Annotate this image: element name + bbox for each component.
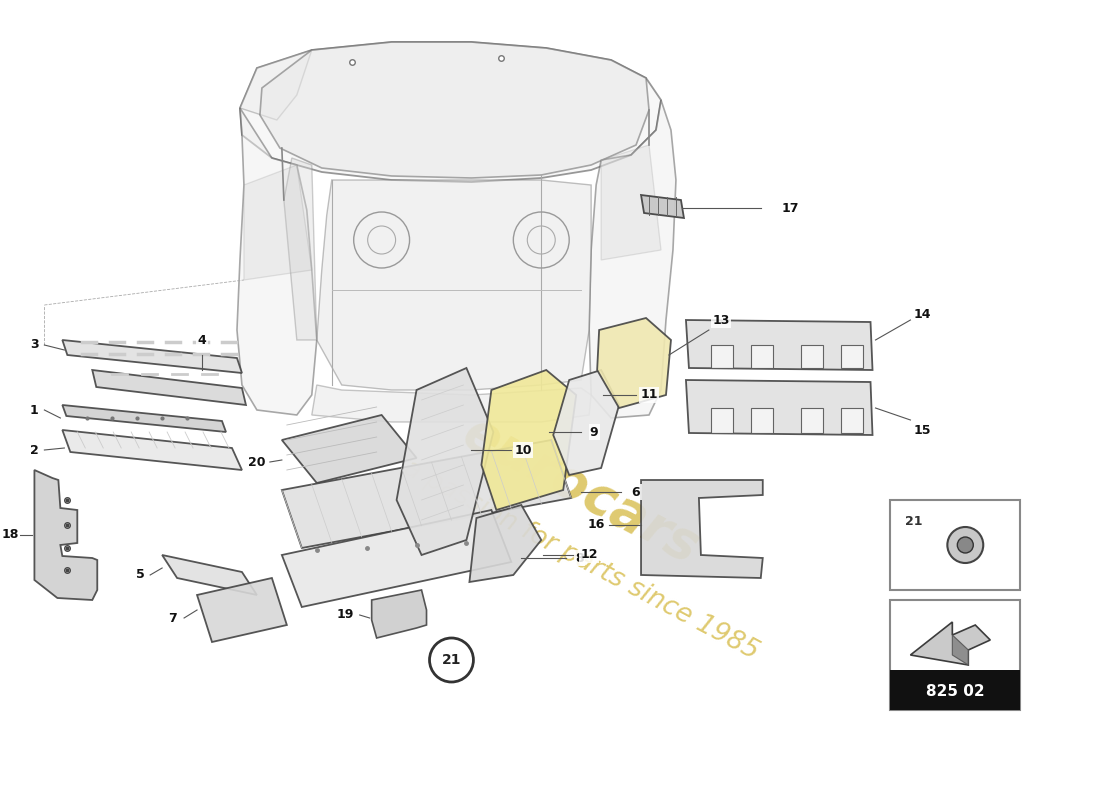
- Polygon shape: [63, 340, 242, 373]
- Polygon shape: [34, 470, 97, 600]
- Circle shape: [957, 537, 974, 553]
- Text: eurocars: eurocars: [454, 406, 708, 574]
- Text: 4: 4: [198, 334, 207, 346]
- Circle shape: [429, 638, 473, 682]
- Polygon shape: [470, 505, 541, 582]
- Polygon shape: [244, 165, 311, 280]
- Polygon shape: [801, 345, 823, 368]
- Polygon shape: [317, 180, 591, 390]
- Text: 18: 18: [2, 529, 19, 542]
- Polygon shape: [590, 100, 676, 418]
- Polygon shape: [641, 480, 762, 578]
- Text: 17: 17: [782, 202, 800, 214]
- Text: a passion for parts since 1985: a passion for parts since 1985: [399, 455, 763, 665]
- Polygon shape: [482, 370, 576, 510]
- Polygon shape: [641, 195, 684, 218]
- Polygon shape: [282, 510, 512, 607]
- Text: 14: 14: [914, 309, 932, 322]
- Polygon shape: [601, 145, 661, 260]
- Polygon shape: [240, 42, 661, 182]
- Polygon shape: [686, 320, 872, 370]
- Polygon shape: [711, 408, 733, 433]
- Text: 15: 15: [914, 423, 932, 437]
- Text: 2: 2: [30, 443, 38, 457]
- Polygon shape: [92, 370, 246, 405]
- Text: 11: 11: [640, 389, 658, 402]
- Text: 6: 6: [631, 486, 640, 498]
- Polygon shape: [240, 50, 311, 120]
- Text: 12: 12: [581, 549, 598, 562]
- Polygon shape: [686, 380, 872, 435]
- Text: 21: 21: [905, 515, 923, 528]
- Text: 20: 20: [249, 455, 266, 469]
- Polygon shape: [911, 622, 990, 665]
- Polygon shape: [711, 345, 733, 368]
- Polygon shape: [284, 158, 317, 340]
- Polygon shape: [236, 108, 317, 415]
- Text: 21: 21: [442, 653, 461, 667]
- Polygon shape: [801, 408, 823, 433]
- Text: 3: 3: [30, 338, 38, 351]
- Polygon shape: [63, 430, 242, 470]
- Polygon shape: [840, 408, 862, 433]
- FancyBboxPatch shape: [891, 670, 1020, 710]
- Text: 10: 10: [515, 443, 532, 457]
- Polygon shape: [597, 318, 671, 408]
- Text: 8: 8: [575, 551, 583, 565]
- Text: 19: 19: [337, 609, 354, 622]
- Circle shape: [947, 527, 983, 563]
- Text: 1: 1: [30, 403, 38, 417]
- Text: 5: 5: [135, 569, 144, 582]
- Polygon shape: [397, 368, 494, 555]
- Polygon shape: [953, 635, 968, 665]
- Polygon shape: [840, 345, 862, 368]
- Polygon shape: [372, 590, 427, 638]
- Polygon shape: [63, 405, 226, 432]
- Text: 16: 16: [587, 518, 605, 531]
- Polygon shape: [311, 385, 591, 422]
- Polygon shape: [751, 408, 772, 433]
- Polygon shape: [197, 578, 287, 642]
- Text: 7: 7: [167, 611, 176, 625]
- Text: 9: 9: [590, 426, 598, 438]
- FancyBboxPatch shape: [891, 500, 1020, 590]
- Polygon shape: [162, 555, 257, 595]
- Polygon shape: [260, 42, 649, 178]
- Polygon shape: [553, 370, 619, 475]
- FancyBboxPatch shape: [891, 600, 1020, 710]
- Polygon shape: [282, 440, 571, 548]
- Text: 13: 13: [712, 314, 729, 326]
- Polygon shape: [751, 345, 772, 368]
- Text: 825 02: 825 02: [926, 685, 984, 699]
- Polygon shape: [282, 415, 417, 483]
